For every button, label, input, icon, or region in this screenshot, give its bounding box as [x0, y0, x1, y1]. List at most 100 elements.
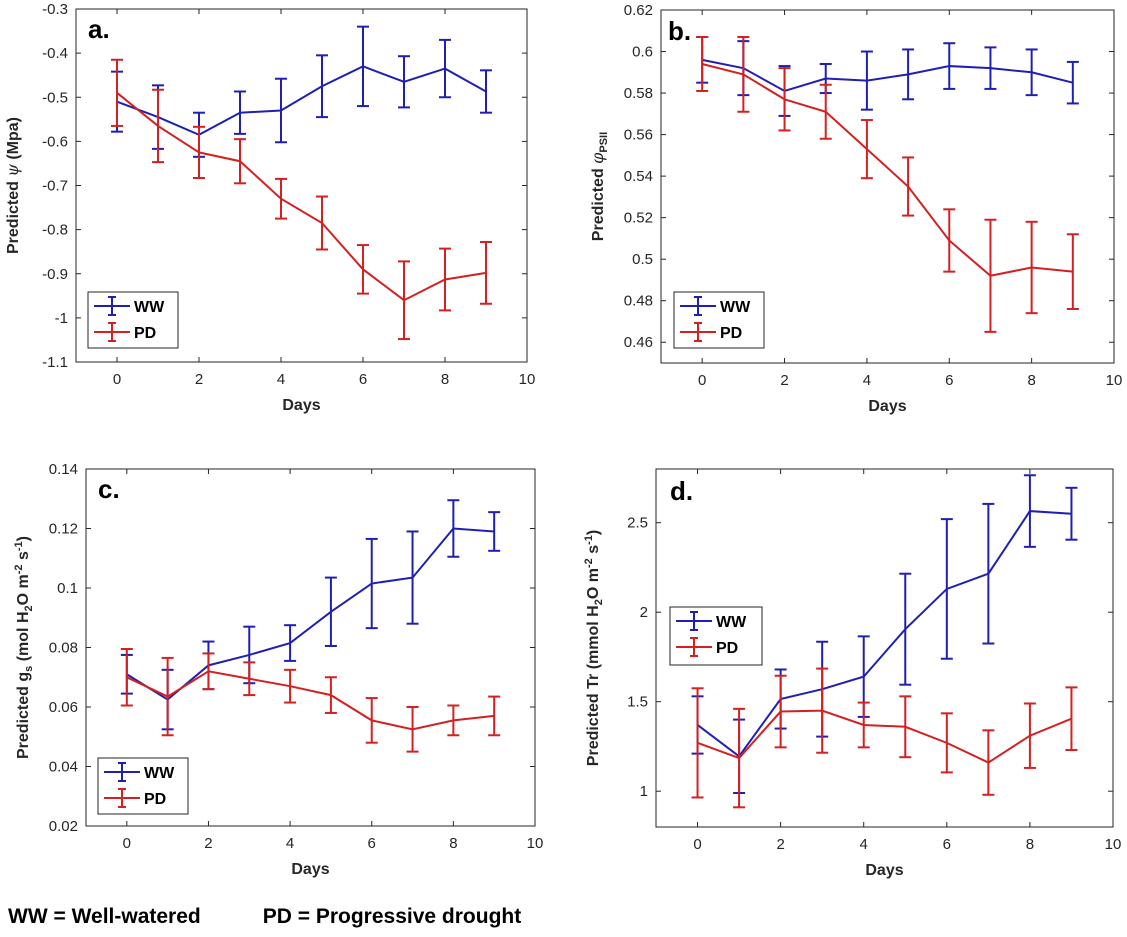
legend-symbol-ww	[104, 762, 140, 782]
y-tick-label: 2	[640, 604, 648, 621]
x-tick-label: 10	[527, 835, 544, 852]
panel-label: c.	[98, 474, 120, 504]
y-tick-label: 0.5	[632, 251, 653, 268]
y-axis-title-part: φ	[588, 152, 607, 164]
x-tick-label: 2	[204, 835, 212, 852]
y-tick-label: -0.3	[42, 1, 68, 18]
y-tick-label: 0.56	[624, 127, 653, 144]
legend-box	[673, 291, 765, 349]
series-line-ww	[696, 510, 1072, 758]
legend: WW PD	[669, 606, 763, 666]
y-tick-label: 1	[640, 783, 648, 800]
x-tick-label: 6	[945, 372, 953, 389]
y-axis-title-part: O m	[15, 574, 32, 605]
y-tick-label: 0.02	[49, 818, 78, 835]
y-tick-label: -1.1	[42, 354, 68, 371]
y-tick-label: 0.1	[57, 580, 78, 597]
legend-symbol-ww	[94, 296, 130, 316]
series-line-pd	[116, 92, 487, 302]
x-axis-title: Days	[868, 398, 906, 415]
plot-area-box	[660, 9, 1115, 364]
y-axis-title-part: ψ	[3, 164, 22, 177]
legend-label-pd: PD	[716, 640, 738, 657]
chart-panel-2: 0 2 4 6 8 10 0.46 0.48 0.5 0.52 0.54 0.56 0.58 0.6 0.6…	[588, 2, 1122, 415]
footnote-ww: WW = Well-watered	[8, 905, 201, 928]
y-tick-label: 0.58	[624, 85, 653, 102]
legend-label-pd: PD	[144, 791, 166, 808]
y-tick-label: 0.06	[49, 699, 78, 716]
y-tick-label: -0.9	[42, 266, 68, 283]
y-axis-title: Predicted ψ (Mpa)	[3, 117, 22, 254]
y-tick-label: 0.6	[632, 44, 653, 61]
y-axis-title-part: s	[15, 551, 32, 564]
series-pd	[111, 58, 492, 341]
y-axis-title: Predicted Tr (mmol H2O m-2 s-1)	[583, 530, 605, 766]
plot-area-box	[655, 468, 1114, 828]
series-line-ww	[116, 65, 487, 136]
y-tick-label: 2.5	[627, 515, 648, 532]
y-axis-title-part: s	[23, 666, 35, 672]
series-ww	[111, 25, 492, 158]
x-tick-label: 8	[449, 835, 457, 852]
y-axis-title-part: Predicted g	[15, 672, 32, 759]
series-line-ww	[126, 527, 495, 701]
y-tick-label: 0.54	[624, 168, 653, 185]
x-axis-title: Days	[865, 862, 903, 879]
chart-panel-3: 0 2 4 6 8 10 0.02 0.04 0.06 0.08 0.1 0.12 0.14 Days Pr…	[13, 461, 543, 878]
x-tick-label: 4	[860, 836, 868, 853]
x-tick-label: 6	[359, 371, 367, 388]
chart-panel-1: 0 2 4 6 8 10 -1.1 -1 -0.9 -0.8 -0.7 -0.6 -0.5 -0.4 -0.…	[3, 1, 535, 414]
y-tick-label: 0.08	[49, 640, 78, 657]
x-tick-label: 0	[698, 372, 706, 389]
series-line-pd	[697, 709, 1072, 764]
y-axis-title-part: )	[15, 536, 32, 541]
y-axis-title-part: -2	[583, 558, 595, 568]
x-tick-label: 4	[277, 371, 285, 388]
x-tick-label: 2	[776, 836, 784, 853]
x-tick-label: 0	[123, 835, 131, 852]
x-axis-title: Days	[291, 861, 329, 878]
x-tick-label: 6	[368, 835, 376, 852]
y-tick-label: 0.52	[624, 210, 653, 227]
y-tick-label: 1.5	[627, 694, 648, 711]
y-axis-title-part: -2	[13, 564, 25, 574]
y-tick-label: 0.46	[624, 334, 653, 351]
y-axis-title: Predicted φPSII	[588, 132, 610, 241]
legend: WW PD	[97, 757, 189, 815]
x-tick-label: 8	[1027, 372, 1035, 389]
x-tick-label: 6	[943, 836, 951, 853]
legend-label-ww: WW	[134, 299, 165, 316]
series-pd	[120, 647, 501, 753]
y-axis-title-part: Predicted	[590, 164, 607, 241]
panel-label: a.	[88, 14, 110, 44]
y-tick-label: -0.5	[42, 89, 68, 106]
y-axis-title-part: 2	[23, 605, 35, 611]
legend-label-ww: WW	[716, 614, 747, 631]
legend: WW PD	[87, 291, 179, 349]
y-tick-label: -0.7	[42, 178, 68, 195]
y-axis-title-part: (Mpa)	[5, 117, 22, 164]
legend-footnote: WW = Well-watered PD = Progressive drough…	[8, 905, 521, 929]
x-tick-label: 0	[113, 371, 121, 388]
y-tick-label: -0.6	[42, 133, 68, 150]
legend-label-ww: WW	[144, 765, 175, 782]
x-tick-label: 10	[519, 371, 536, 388]
legend-symbol-pd	[104, 788, 140, 808]
y-axis-title-part: 2	[593, 599, 605, 605]
x-tick-label: 2	[780, 372, 788, 389]
legend-symbol-pd	[94, 322, 130, 342]
legend-symbol-pd	[676, 637, 712, 657]
y-axis-title: Predicted gs (mol H2O m-2 s-1)	[13, 536, 35, 759]
x-tick-label: 0	[693, 836, 701, 853]
y-axis-title-part: Predicted Tr (mmol H	[585, 605, 602, 766]
y-axis-title-part: Predicted	[5, 177, 22, 254]
x-tick-label: 8	[1026, 836, 1034, 853]
x-tick-label: 10	[1106, 372, 1123, 389]
y-tick-label: 0.48	[624, 293, 653, 310]
y-axis-title-part: (mol H	[15, 612, 32, 666]
legend-box	[97, 757, 189, 815]
x-tick-label: 8	[441, 371, 449, 388]
y-axis-title-part: PSII	[598, 132, 610, 153]
